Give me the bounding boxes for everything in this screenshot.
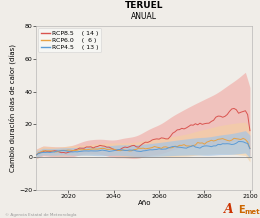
Text: ANUAL: ANUAL — [131, 12, 157, 21]
Legend: RCP8.5    ( 14 ), RCP6.0    (  6 ), RCP4.5    ( 13 ): RCP8.5 ( 14 ), RCP6.0 ( 6 ), RCP4.5 ( 13… — [38, 28, 101, 52]
Text: A: A — [224, 203, 234, 216]
Text: © Agencia Estatal de Meteorología: © Agencia Estatal de Meteorología — [5, 213, 77, 217]
Y-axis label: Cambio duración olas de calor (días): Cambio duración olas de calor (días) — [9, 44, 16, 172]
X-axis label: Año: Año — [138, 200, 151, 206]
Text: TERUEL: TERUEL — [125, 1, 164, 10]
Text: E: E — [238, 205, 245, 215]
Text: met: met — [244, 209, 260, 215]
